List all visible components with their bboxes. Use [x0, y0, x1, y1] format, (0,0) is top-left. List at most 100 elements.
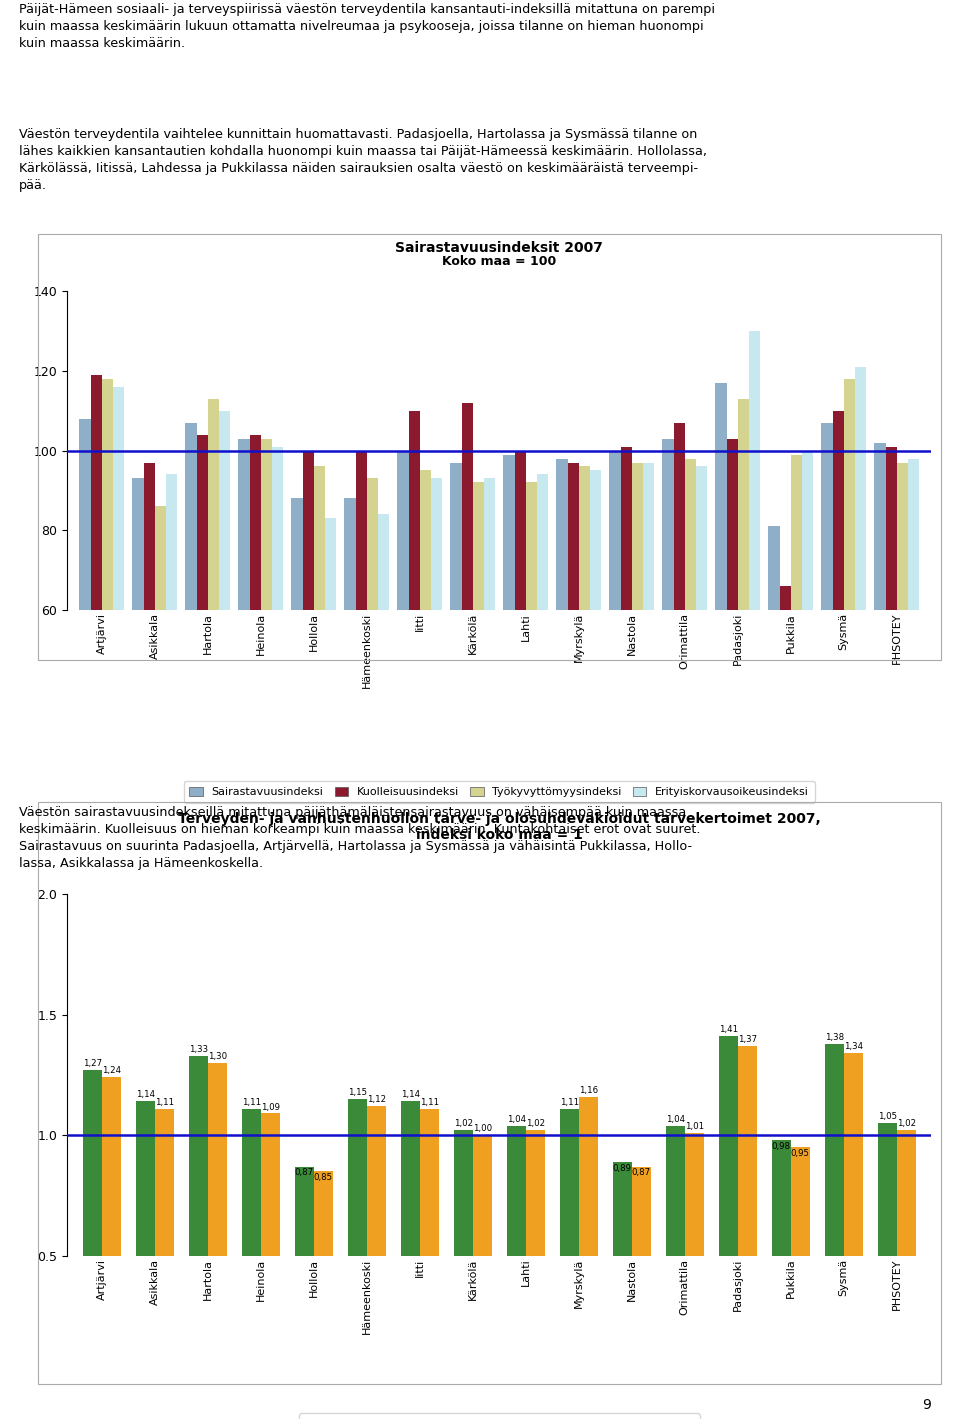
Bar — [589, 471, 601, 850]
Bar — [272, 447, 283, 850]
Bar — [844, 1053, 863, 1376]
Text: 1,04: 1,04 — [507, 1114, 526, 1124]
Bar — [367, 1107, 386, 1376]
Text: 1,11: 1,11 — [560, 1098, 579, 1107]
Bar — [420, 1108, 439, 1376]
Text: 9: 9 — [923, 1398, 931, 1412]
Bar — [526, 1131, 544, 1376]
Bar — [684, 1132, 704, 1376]
Text: 1,00: 1,00 — [472, 1124, 492, 1134]
Bar — [462, 403, 472, 850]
Bar — [791, 454, 802, 850]
Bar — [749, 331, 760, 850]
Text: 1,11: 1,11 — [242, 1098, 261, 1107]
Bar — [560, 1108, 579, 1376]
Bar — [877, 1124, 897, 1376]
Text: 0,85: 0,85 — [314, 1174, 333, 1182]
Bar — [378, 515, 389, 850]
Text: 1,14: 1,14 — [135, 1090, 155, 1100]
Text: 1,33: 1,33 — [188, 1044, 207, 1054]
Bar — [674, 423, 684, 850]
Bar — [345, 498, 355, 850]
Bar — [772, 1139, 791, 1376]
Bar — [314, 1172, 333, 1376]
Text: Terveyden- ja vanhustenhuollon tarve- ja olosuhdevakioidut tarvekertoimet 2007,
: Terveyden- ja vanhustenhuollon tarve- ja… — [178, 812, 821, 841]
Bar — [665, 1125, 684, 1376]
Bar — [112, 387, 124, 850]
Bar — [897, 463, 908, 850]
Text: 1,01: 1,01 — [684, 1122, 704, 1131]
Legend: Tarvevakioitu kerroin, Tarve- ja olosuhdevakioitu kerroin: Tarvevakioitu kerroin, Tarve- ja olosuhd… — [299, 1413, 700, 1419]
Bar — [409, 410, 420, 850]
Text: 0,87: 0,87 — [295, 1168, 314, 1178]
Bar — [90, 375, 102, 850]
Bar — [780, 586, 791, 850]
Text: 1,05: 1,05 — [877, 1112, 897, 1121]
Text: 1,11: 1,11 — [420, 1098, 439, 1107]
Text: 0,95: 0,95 — [791, 1149, 810, 1158]
Bar — [854, 366, 866, 850]
Text: 1,11: 1,11 — [155, 1098, 174, 1107]
Bar — [696, 467, 707, 850]
Bar — [515, 451, 526, 850]
Text: Sairastavuusindeksit 2007: Sairastavuusindeksit 2007 — [396, 241, 603, 255]
Bar — [132, 478, 144, 850]
Bar — [348, 1100, 367, 1376]
Bar — [832, 410, 844, 850]
Text: 0,89: 0,89 — [612, 1164, 632, 1172]
Text: 1,24: 1,24 — [102, 1066, 121, 1076]
Bar — [537, 474, 548, 850]
Bar — [400, 1101, 420, 1376]
Text: 1,15: 1,15 — [348, 1088, 367, 1097]
Bar — [791, 1147, 810, 1376]
Bar — [454, 1131, 472, 1376]
Bar — [314, 467, 324, 850]
Bar — [324, 518, 336, 850]
Bar — [503, 454, 515, 850]
Bar — [80, 419, 90, 850]
Legend: Sairastavuusindeksi, Kuolleisuusindeksi, Työkyvyttömyysindeksi, Erityiskorvausoi: Sairastavuusindeksi, Kuolleisuusindeksi,… — [184, 780, 814, 803]
Text: 1,12: 1,12 — [367, 1095, 386, 1104]
Text: 1,16: 1,16 — [579, 1086, 598, 1094]
Bar — [684, 458, 696, 850]
Bar — [620, 447, 632, 850]
Bar — [250, 434, 261, 850]
Bar — [897, 1131, 916, 1376]
Bar — [261, 1114, 279, 1376]
Bar — [579, 1097, 598, 1376]
Bar — [420, 471, 431, 850]
Text: 1,27: 1,27 — [83, 1059, 102, 1069]
Bar — [507, 1125, 526, 1376]
Bar — [185, 423, 197, 850]
Bar — [526, 482, 537, 850]
Bar — [825, 1043, 844, 1376]
Bar — [567, 463, 579, 850]
Text: 1,14: 1,14 — [400, 1090, 420, 1100]
Bar — [875, 443, 886, 850]
Text: Päijät-Hämeen sosiaali- ja terveyspiirissä väestön terveydentila kansantauti-ind: Päijät-Hämeen sosiaali- ja terveyspiiris… — [19, 3, 715, 50]
Bar — [197, 434, 207, 850]
Bar — [261, 438, 272, 850]
Bar — [102, 1077, 121, 1376]
Text: Koko maa = 100: Koko maa = 100 — [442, 255, 557, 268]
Bar — [292, 498, 302, 850]
Bar — [144, 463, 155, 850]
Bar — [844, 379, 854, 850]
Bar — [295, 1166, 314, 1376]
Text: 0,87: 0,87 — [632, 1168, 651, 1178]
Bar — [662, 438, 674, 850]
Bar — [643, 463, 654, 850]
Bar — [472, 482, 484, 850]
Bar — [83, 1070, 102, 1376]
Text: 0,98: 0,98 — [772, 1142, 791, 1151]
Bar — [484, 478, 495, 850]
Bar — [612, 1162, 632, 1376]
Bar — [610, 451, 620, 850]
Bar — [737, 399, 749, 850]
Bar — [822, 423, 832, 850]
Text: 1,02: 1,02 — [897, 1120, 916, 1128]
Bar — [302, 451, 314, 850]
Text: Väestön sairastavuusindekseillä mitattuna päijäthämäläistensairastavuus on vähäi: Väestön sairastavuusindekseillä mitattun… — [19, 806, 701, 870]
Text: 1,09: 1,09 — [261, 1103, 279, 1111]
Bar — [908, 458, 919, 850]
